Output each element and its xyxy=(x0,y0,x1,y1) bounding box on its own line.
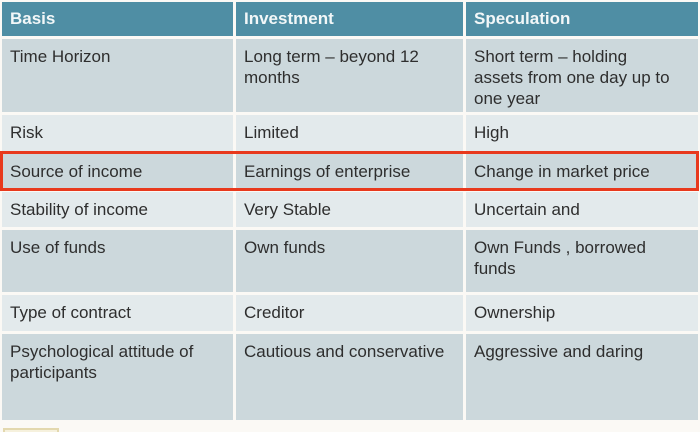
comparison-table: Basis Investment Speculation Time Horizo… xyxy=(2,2,698,420)
cell-psychological-basis: Psychological attitude of participants xyxy=(2,334,233,420)
header-basis: Basis xyxy=(2,2,233,36)
partial-highlight-fragment xyxy=(3,428,59,432)
cell-use-of-funds-investment: Own funds xyxy=(236,230,463,292)
cell-use-of-funds-speculation: Own Funds , borrowed funds xyxy=(466,230,698,292)
cell-type-of-contract-speculation: Ownership xyxy=(466,295,698,331)
cell-time-horizon-speculation: Short term – holding assets from one day… xyxy=(466,39,698,112)
cell-use-of-funds-basis: Use of funds xyxy=(2,230,233,292)
header-speculation: Speculation xyxy=(466,2,698,36)
cell-source-of-income-speculation: Change in market price xyxy=(466,154,698,189)
cell-stability-speculation: Uncertain and xyxy=(466,192,698,227)
cell-source-of-income-investment: Earnings of enterprise xyxy=(236,154,463,189)
cell-time-horizon-investment: Long term – beyond 12 months xyxy=(236,39,463,112)
cell-type-of-contract-basis: Type of contract xyxy=(2,295,233,331)
cell-type-of-contract-investment: Creditor xyxy=(236,295,463,331)
cell-stability-basis: Stability of income xyxy=(2,192,233,227)
cell-risk-basis: Risk xyxy=(2,115,233,151)
cell-risk-speculation: High xyxy=(466,115,698,151)
cell-stability-investment: Very Stable xyxy=(236,192,463,227)
cell-psychological-investment: Cautious and conservative xyxy=(236,334,463,420)
cell-source-of-income-basis: Source of income xyxy=(2,154,233,189)
cell-risk-investment: Limited xyxy=(236,115,463,151)
cell-time-horizon-basis: Time Horizon xyxy=(2,39,233,112)
header-investment: Investment xyxy=(236,2,463,36)
cell-psychological-speculation: Aggressive and daring xyxy=(466,334,698,420)
